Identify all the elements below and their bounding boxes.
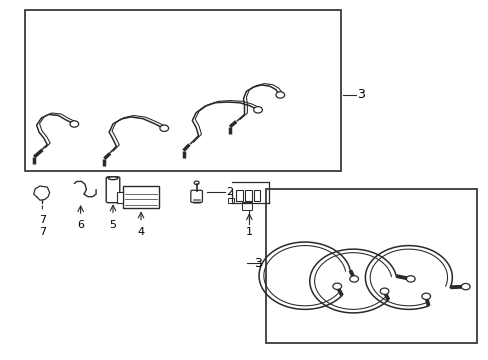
- Circle shape: [194, 181, 199, 185]
- Circle shape: [275, 92, 284, 98]
- Text: 6: 6: [77, 220, 84, 230]
- Text: 4: 4: [137, 227, 144, 237]
- Text: 5: 5: [109, 220, 116, 230]
- Circle shape: [406, 276, 414, 282]
- Bar: [253, 190, 260, 201]
- Ellipse shape: [108, 177, 118, 180]
- Circle shape: [70, 121, 79, 127]
- Bar: [242, 202, 251, 210]
- Text: 3: 3: [254, 257, 262, 270]
- Circle shape: [460, 283, 469, 290]
- Bar: [236, 190, 243, 201]
- Text: 3: 3: [356, 89, 364, 102]
- Bar: [227, 198, 234, 203]
- Circle shape: [421, 293, 429, 300]
- Circle shape: [349, 276, 358, 282]
- Circle shape: [380, 288, 388, 294]
- Text: 7: 7: [39, 227, 46, 237]
- Bar: [117, 192, 123, 203]
- FancyBboxPatch shape: [190, 190, 202, 202]
- Bar: [244, 190, 251, 201]
- Text: 7: 7: [39, 206, 46, 225]
- Text: 2: 2: [226, 188, 233, 197]
- Circle shape: [160, 125, 168, 131]
- Bar: [122, 186, 159, 208]
- Text: 1: 1: [245, 227, 252, 237]
- Bar: [24, 10, 341, 171]
- Circle shape: [332, 283, 341, 289]
- Bar: [265, 189, 476, 343]
- FancyBboxPatch shape: [106, 177, 120, 203]
- Circle shape: [253, 107, 262, 113]
